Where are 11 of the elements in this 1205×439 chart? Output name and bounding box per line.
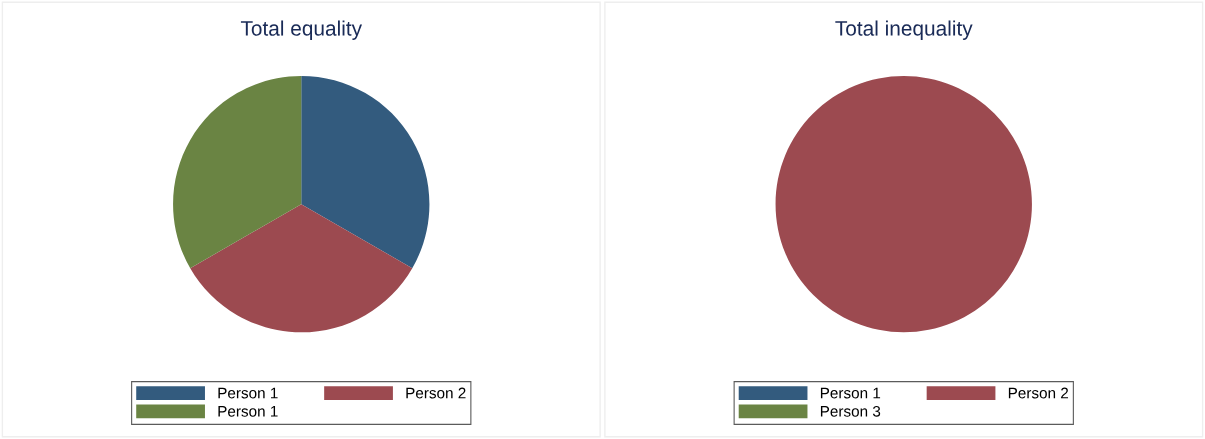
legend-label: Person 3 <box>820 405 881 417</box>
legend-label: Person 2 <box>406 387 466 399</box>
legend-label: Person 1 <box>218 406 278 417</box>
chart-title: Total inequality <box>835 20 973 40</box>
legend-label: Person 2 <box>1008 387 1069 399</box>
pie-slice <box>173 75 302 269</box>
pie-slice <box>301 75 430 269</box>
pie-slice <box>190 204 413 333</box>
chart-title: Total equality <box>240 20 363 40</box>
legend-label: Person 1 <box>218 387 278 399</box>
legend-label: Person 1 <box>820 387 881 399</box>
